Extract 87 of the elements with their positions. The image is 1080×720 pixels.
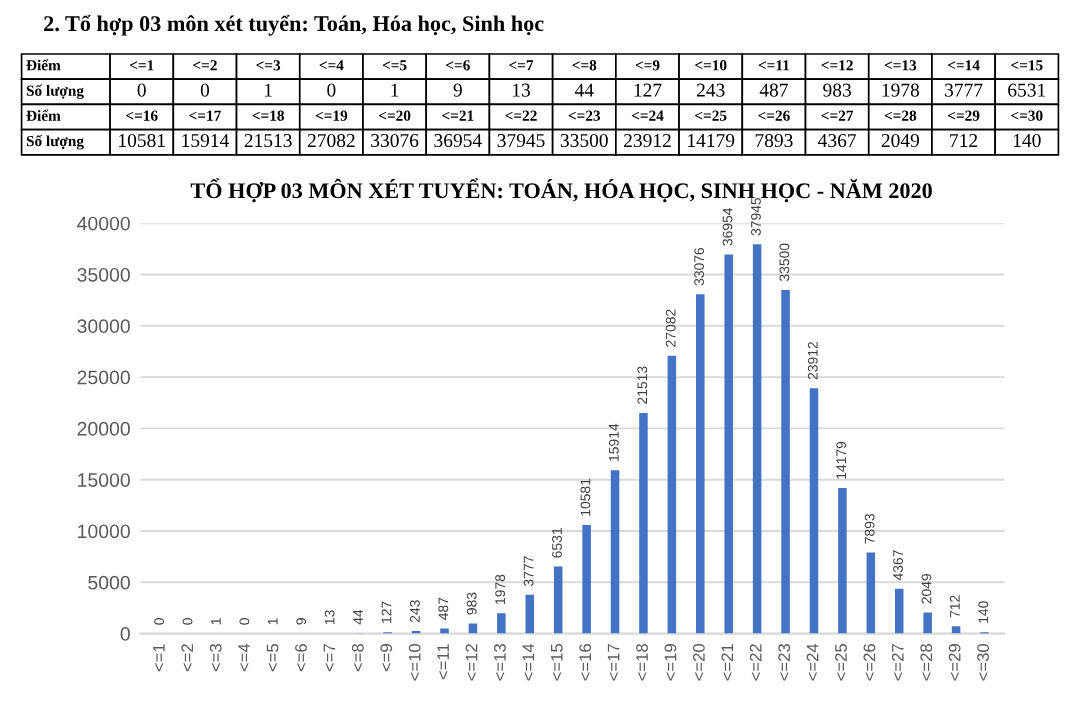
x-tick-label: <=21 — [721, 644, 734, 681]
data-label: 33076 — [371, 133, 419, 148]
x-tick-label: <=13 — [494, 644, 506, 681]
bar — [724, 254, 733, 634]
bar — [582, 525, 591, 634]
data-label: 23912 — [624, 134, 671, 148]
y-tick-label: 35000 — [77, 267, 130, 282]
x-tick-label: <=12 — [465, 644, 478, 681]
data-label: 983 — [823, 83, 851, 97]
data-label: 13 — [513, 83, 530, 97]
bar — [752, 244, 762, 634]
x-tick-label: <=28 — [920, 644, 933, 681]
x-tick-label: <=4 — [238, 643, 250, 672]
x-tick-label: <=16 — [579, 644, 592, 681]
bar — [894, 588, 904, 634]
bar — [838, 488, 847, 634]
x-tick-label: <=5 — [266, 644, 279, 672]
x-tick-label: <=7 — [323, 644, 336, 672]
bar — [696, 294, 705, 634]
data-label: 15914 — [182, 134, 229, 148]
data-label: 33500 — [560, 133, 608, 148]
x-tick-label: <=19 — [664, 644, 677, 681]
x-tick-label: <=26 — [863, 644, 876, 681]
data-label: 1 — [265, 83, 272, 97]
data-label: 140 — [1013, 133, 1041, 148]
x-tick-label: <=9 — [380, 644, 393, 672]
y-tick-label: 25000 — [77, 370, 130, 385]
bar — [951, 626, 961, 634]
data-label: 1978 — [882, 83, 920, 97]
y-tick-label: 0 — [120, 627, 130, 641]
data-label: 1 — [391, 83, 399, 97]
x-tick-label: <=10 — [408, 643, 421, 681]
bar — [525, 594, 535, 634]
data-label: 127 — [634, 83, 662, 97]
data-label: 6531 — [1008, 83, 1046, 97]
x-tick-label: <=22 — [749, 644, 762, 681]
bar — [553, 566, 563, 634]
data-label: 14179 — [688, 134, 735, 148]
data-label: 7893 — [755, 133, 793, 148]
data-label: 3777 — [945, 83, 983, 97]
y-tick-label: 30000 — [77, 319, 130, 334]
data-label: 0 — [137, 83, 146, 97]
x-tick-label: <=11 — [437, 644, 449, 680]
data-label: 21513 — [244, 134, 292, 148]
x-tick-label: <=14 — [522, 643, 535, 681]
bar — [866, 552, 876, 634]
data-label: 36954 — [434, 134, 482, 148]
bar — [497, 613, 506, 634]
data-label: 9 — [453, 83, 462, 97]
data-label: 4367 — [818, 134, 857, 148]
x-tick-label: <=29 — [948, 644, 961, 681]
text: 2. Tổ hợp 03 môn xét tuyển: Toán, Hóa học, Sinh học — [44, 14, 544, 36]
data-label: 44 — [574, 83, 594, 97]
y-tick-label: 5000 — [88, 575, 130, 590]
x-tick-label: <=27 — [891, 644, 904, 681]
x-tick-label: <=18 — [636, 644, 648, 681]
data-label: 712 — [950, 134, 978, 147]
data-label: 0 — [200, 83, 210, 97]
x-tick-label: <=3 — [209, 644, 222, 672]
x-tick-label: <=17 — [607, 644, 620, 681]
y-tick-label: 40000 — [77, 216, 130, 231]
x-tick-label: <=30 — [977, 643, 989, 681]
data-label: 2049 — [881, 133, 919, 148]
x-tick-label: <=25 — [835, 644, 847, 681]
x-tick-label: <=1 — [153, 644, 165, 672]
y-tick-label: 15000 — [78, 473, 130, 487]
y-tick-label: 10000 — [78, 524, 130, 539]
x-tick-label: <=15 — [551, 644, 563, 681]
bar — [610, 470, 620, 634]
data-label: 37945 — [497, 134, 545, 148]
y-tick-label: 20000 — [77, 421, 130, 436]
bar — [809, 388, 819, 634]
bar — [667, 355, 677, 634]
x-tick-label: <=24 — [806, 643, 819, 681]
x-tick-label: <=20 — [692, 643, 705, 681]
x-tick-label: <=23 — [778, 644, 791, 681]
data-label: 0 — [327, 83, 336, 97]
x-tick-label: <=8 — [351, 644, 364, 672]
data-label: 10581 — [119, 133, 165, 148]
bar — [923, 612, 932, 634]
data-label: 27082 — [307, 133, 355, 148]
x-tick-label: <=6 — [295, 644, 307, 672]
data-label: 487 — [759, 83, 788, 97]
bar — [639, 412, 648, 634]
x-tick-label: <=2 — [181, 644, 194, 672]
bar — [781, 289, 790, 634]
data-label: 243 — [696, 83, 725, 97]
